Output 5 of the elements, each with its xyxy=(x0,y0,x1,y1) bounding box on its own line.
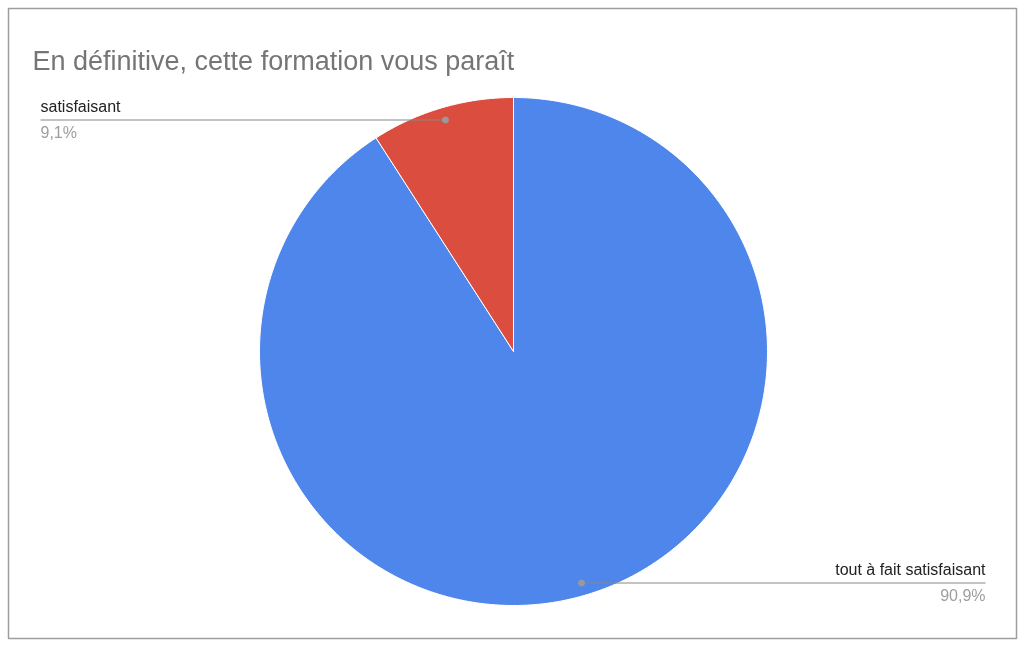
chart-title: En définitive, cette formation vous paraît xyxy=(32,45,515,76)
slice-label: satisfaisant xyxy=(40,97,122,115)
data-label: 90,9% xyxy=(940,587,986,605)
slice-label: tout à fait satisfaisant xyxy=(835,561,987,579)
data-label: 9,1% xyxy=(40,123,77,141)
